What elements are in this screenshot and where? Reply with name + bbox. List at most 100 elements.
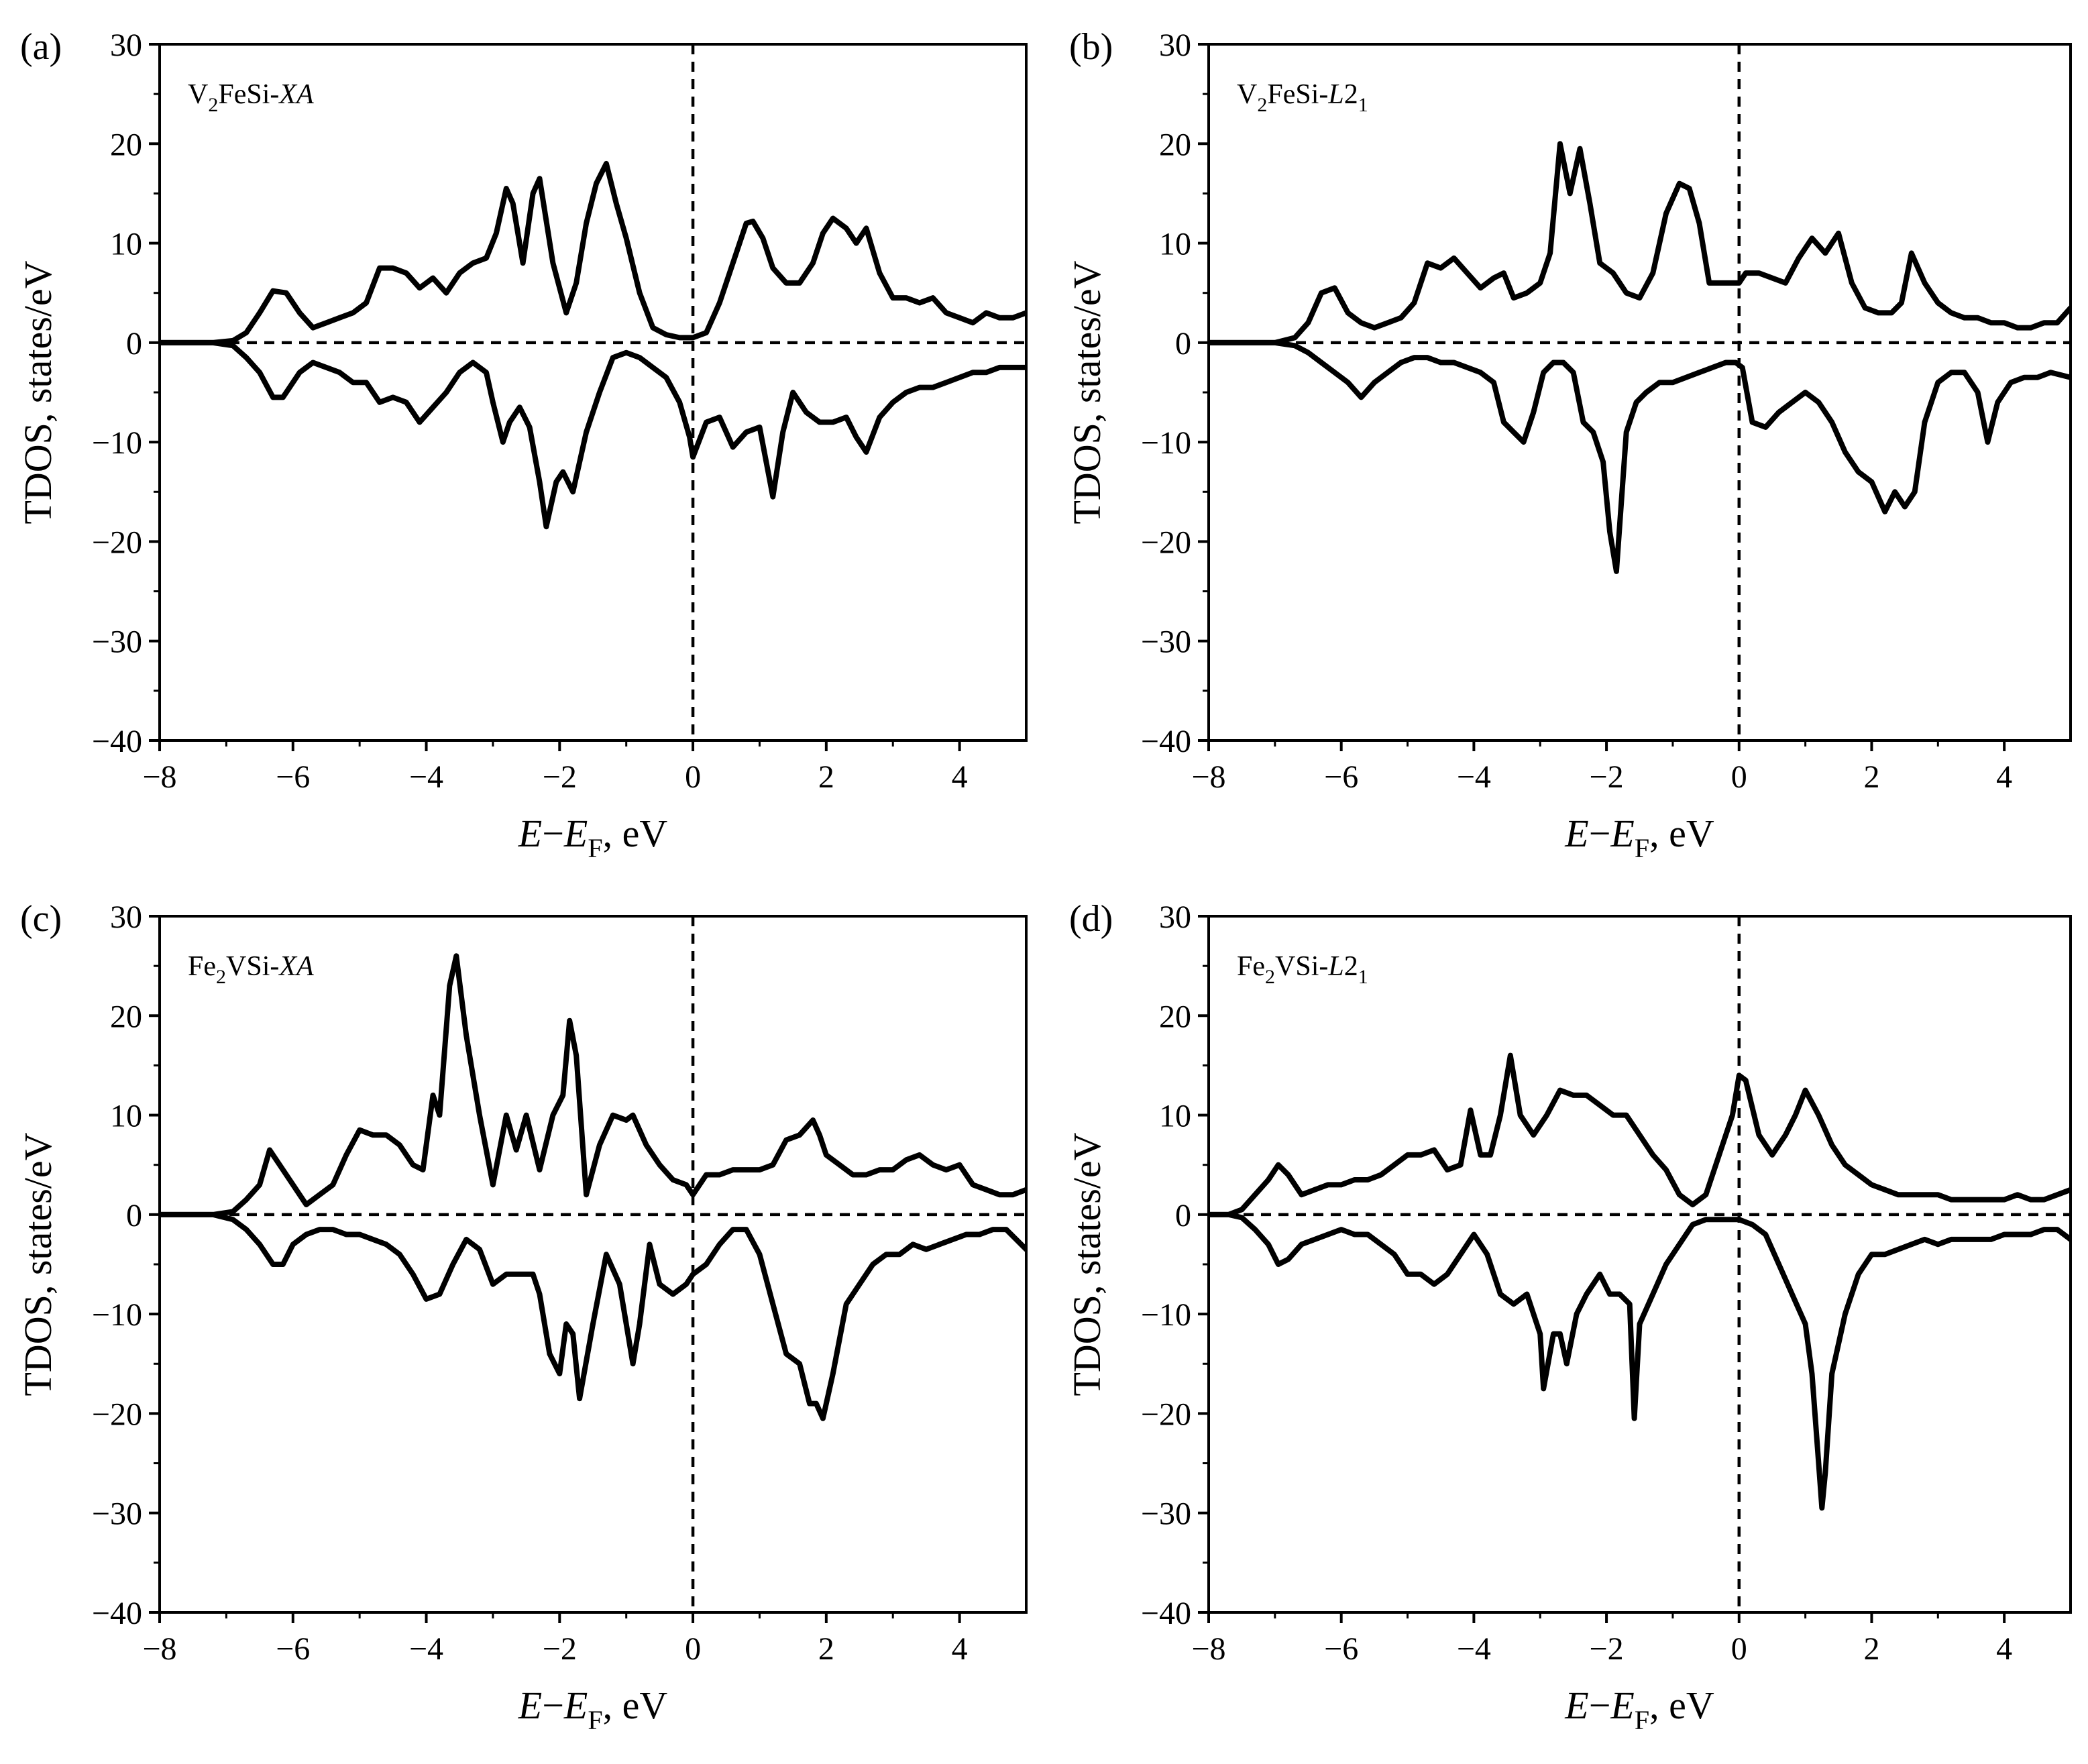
y-tick-label: 10 <box>1159 1099 1191 1134</box>
y-tick-label: 10 <box>1159 227 1191 262</box>
y-tick-label: 20 <box>110 999 142 1034</box>
y-tick-label: 30 <box>1159 899 1191 935</box>
y-axis-label: TDOS, states/eV <box>1065 260 1109 524</box>
x-tick-label: −8 <box>1191 1631 1225 1667</box>
spin-down-dos-curve <box>160 1211 1026 1421</box>
chart_data.2.xlabel_parts-part: F <box>588 1705 602 1735</box>
compound-title: V2FeSi-XA <box>188 79 314 116</box>
x-tick-label: 4 <box>952 759 968 795</box>
chart_data.0.xlabel_parts-part: − <box>542 812 564 855</box>
x-tick-label: 0 <box>1731 1631 1747 1667</box>
y-tick-label: −10 <box>92 425 142 461</box>
y-tick-label: −20 <box>92 1396 142 1432</box>
y-tick-label: 0 <box>1175 1198 1191 1233</box>
x-tick-label: −4 <box>1457 759 1491 795</box>
x-axis-label: E−EF, eV <box>1564 1684 1714 1735</box>
y-tick-label: 30 <box>1159 27 1191 63</box>
y-tick-label: −30 <box>1141 1496 1191 1532</box>
chart_data.3.title_parts-part: Fe <box>1237 951 1265 982</box>
spin-up-dos-curve <box>1209 141 2071 345</box>
x-tick-label: 2 <box>1863 1631 1879 1667</box>
chart_data.0.title_parts-part: 2 <box>208 94 218 116</box>
tdos-panel-a: −8 −6 −4 −2 0 2 43020100−10−20−30−40(a)V2FeSi-… <box>16 26 1028 863</box>
spin-down-dos-curve <box>160 339 1026 530</box>
x-tick-label: 2 <box>818 759 834 795</box>
plot-frame <box>1207 43 2072 742</box>
chart_data.1.title_parts-part: FeSi- <box>1267 79 1328 110</box>
compound-title: Fe2VSi-XA <box>188 951 314 988</box>
spin-up-dos-curve <box>160 953 1026 1217</box>
chart_data.3.title_parts-part: L <box>1327 951 1343 982</box>
x-tick-label: −2 <box>1590 1631 1624 1667</box>
y-tick-label: −30 <box>92 624 142 660</box>
panel-label: (d) <box>1069 898 1113 940</box>
chart_data.2.xlabel_parts-part: E <box>563 1684 588 1727</box>
x-tick-label: −6 <box>276 1631 310 1667</box>
chart_data.3.xlabel_parts-part: F <box>1635 1705 1649 1735</box>
x-tick-label: 4 <box>1996 759 2012 795</box>
x-tick-label: 4 <box>1996 1631 2012 1667</box>
y-tick-label: 20 <box>1159 999 1191 1034</box>
chart_data.0.xlabel_parts-part: E <box>563 812 588 855</box>
x-tick-label: −6 <box>1324 759 1358 795</box>
y-tick-label: −20 <box>1141 1396 1191 1432</box>
y-tick-label: −40 <box>92 724 142 759</box>
y-tick-label: 30 <box>110 899 142 935</box>
x-tick-label: 0 <box>1731 759 1747 795</box>
chart_data.2.xlabel_parts-part: E <box>518 1684 542 1727</box>
chart_data.1.title_parts-part: 2 <box>1344 79 1358 110</box>
panel-label: (b) <box>1069 26 1113 68</box>
chart_data.2.title_parts-part: XA <box>278 951 314 982</box>
x-tick-label: −6 <box>276 759 310 795</box>
y-tick-label: 0 <box>1175 326 1191 362</box>
plot-frame <box>1207 915 2072 1614</box>
chart_data.1.title_parts-part: 2 <box>1257 94 1267 116</box>
tdos-panel-b: −8 −6 −4 −2 0 2 43020100−10−20−30−40(b)V2FeSi-… <box>1065 26 2072 863</box>
chart_data.3.xlabel_parts-part: E <box>1564 1684 1588 1727</box>
chart_data.0.xlabel_parts-part: E <box>518 812 542 855</box>
y-tick-label: 10 <box>110 227 142 262</box>
chart_data.2.title_parts-part: VSi- <box>226 951 279 982</box>
chart_data.3.title_parts-part: 2 <box>1265 966 1275 988</box>
y-tick-label: −30 <box>1141 624 1191 660</box>
x-tick-label: 0 <box>685 1631 701 1667</box>
y-tick-label: −40 <box>1141 1596 1191 1631</box>
chart_data.1.title_parts-part: 1 <box>1358 94 1368 116</box>
chart_data.1.xlabel_parts-part: E <box>1610 812 1634 855</box>
x-tick-label: −8 <box>142 1631 176 1667</box>
y-axis-label: TDOS, states/eV <box>16 1132 60 1396</box>
y-tick-label: 30 <box>110 27 142 63</box>
x-tick-label: −8 <box>1191 759 1225 795</box>
chart_data.1.title_parts-part: L <box>1327 79 1343 110</box>
chart_data.2.title_parts-part: 2 <box>216 966 226 988</box>
chart_data.1.xlabel_parts-part: E <box>1564 812 1588 855</box>
y-tick-label: −10 <box>92 1297 142 1333</box>
y-tick-label: 20 <box>110 127 142 162</box>
tdos-panel-d: −8 −6 −4 −2 0 2 43020100−10−20−30−40(d)Fe2VSi-… <box>1065 898 2072 1735</box>
chart_data.3.title_parts-part: 1 <box>1358 966 1368 988</box>
x-tick-label: −4 <box>1457 1631 1491 1667</box>
chart_data.0.xlabel_parts-part: F <box>588 833 602 863</box>
y-tick-label: 10 <box>110 1099 142 1134</box>
spin-down-dos-curve <box>1209 339 2071 574</box>
x-axis-label: E−EF, eV <box>518 812 668 863</box>
x-tick-label: −2 <box>543 759 577 795</box>
y-tick-label: −20 <box>92 525 142 560</box>
x-axis-label: E−EF, eV <box>518 1684 668 1735</box>
compound-title: V2FeSi-L21 <box>1237 79 1368 116</box>
chart_data.3.title_parts-part: VSi- <box>1275 951 1328 982</box>
chart_data.3.title_parts-part: 2 <box>1344 951 1358 982</box>
chart_data.3.xlabel_parts-part: , eV <box>1649 1684 1714 1727</box>
y-axis-label: TDOS, states/eV <box>1065 1132 1109 1396</box>
y-tick-label: −30 <box>92 1496 142 1532</box>
x-tick-label: −2 <box>543 1631 577 1667</box>
chart_data.2.xlabel_parts-part: , eV <box>603 1684 668 1727</box>
y-axis-label: TDOS, states/eV <box>16 260 60 524</box>
spin-up-dos-curve <box>160 160 1026 345</box>
y-tick-label: −10 <box>1141 425 1191 461</box>
y-tick-label: −40 <box>92 1596 142 1631</box>
chart_data.3.xlabel_parts-part: E <box>1610 1684 1634 1727</box>
x-tick-label: −4 <box>409 1631 443 1667</box>
chart_data.3.xlabel_parts-part: − <box>1589 1684 1611 1727</box>
